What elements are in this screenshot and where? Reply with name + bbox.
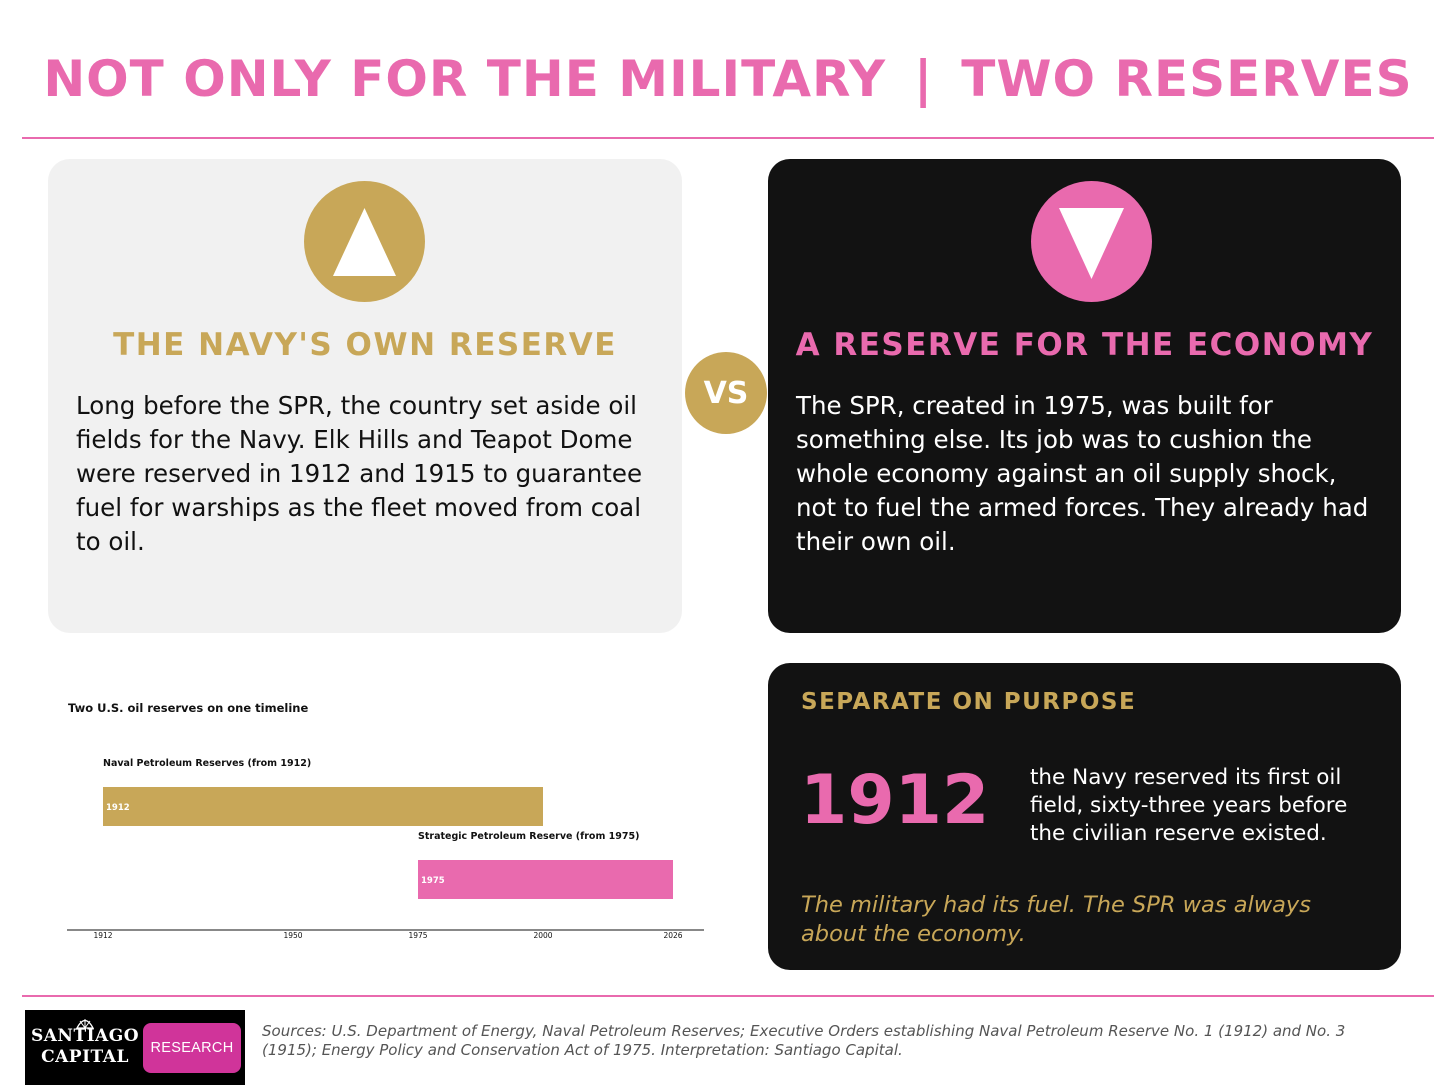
stat-number: 1912 bbox=[800, 761, 990, 840]
logo-line1: SANTIAGO bbox=[30, 1026, 140, 1046]
series-label: Strategic Petroleum Reserve (from 1975) bbox=[418, 831, 639, 842]
logo-research-badge: RESEARCH bbox=[143, 1023, 241, 1073]
stat-card: SEPARATE ON PURPOSE 1912 the Navy reserv… bbox=[768, 663, 1401, 970]
economy-reserve-title: A RESERVE FOR THE ECONOMY bbox=[795, 327, 1374, 363]
santiago-capital-logo: SANTIAGO CAPITAL RESEARCH bbox=[25, 1010, 245, 1085]
navy-reserve-body: Long before the SPR, the country set asi… bbox=[76, 391, 643, 556]
chart-title: Two U.S. oil reserves on one timeline bbox=[68, 701, 308, 715]
timeline-chart-svg: Two U.S. oil reserves on one timeline Na… bbox=[67, 701, 704, 940]
x-tick-label: 1912 bbox=[93, 931, 112, 940]
x-tick-label: 2000 bbox=[533, 931, 552, 940]
footer-divider bbox=[22, 995, 1434, 997]
triangle-down-icon bbox=[1031, 181, 1152, 302]
page-title: NOT ONLY FOR THE MILITARY | TWO RESERVES bbox=[0, 50, 1456, 108]
economy-reserve-body: The SPR, created in 1975, was built for … bbox=[796, 391, 1369, 556]
header-divider bbox=[22, 137, 1434, 139]
triangle-up-icon bbox=[304, 181, 425, 302]
bar-data-label: 1912 bbox=[106, 803, 130, 813]
shell-icon bbox=[75, 1019, 95, 1029]
title-left: NOT ONLY FOR THE MILITARY bbox=[43, 50, 887, 108]
series-label: Naval Petroleum Reserves (from 1912) bbox=[103, 758, 311, 769]
title-right: TWO RESERVES bbox=[961, 50, 1413, 108]
x-tick-label: 1950 bbox=[283, 931, 302, 940]
stat-description: the Navy reserved its first oil field, s… bbox=[1030, 765, 1348, 846]
stat-quote: The military had its fuel. The SPR was a… bbox=[801, 892, 1311, 947]
logo-line2: CAPITAL bbox=[41, 1047, 129, 1067]
sources-note: Sources: U.S. Department of Energy, Nava… bbox=[262, 1022, 1346, 1059]
timeline-bar bbox=[103, 787, 543, 826]
navy-reserve-card: THE NAVY'S OWN RESERVE Long before the S… bbox=[48, 159, 682, 633]
timeline-bar bbox=[418, 860, 673, 899]
x-tick-label: 2026 bbox=[663, 931, 682, 940]
logo-wordmark: SANTIAGO CAPITAL bbox=[30, 1026, 140, 1068]
navy-reserve-title: THE NAVY'S OWN RESERVE bbox=[113, 327, 617, 363]
bar-data-label: 1975 bbox=[421, 876, 445, 886]
vs-badge: VS bbox=[685, 352, 767, 434]
economy-reserve-card: A RESERVE FOR THE ECONOMY The SPR, creat… bbox=[768, 159, 1401, 633]
timeline-chart: Two U.S. oil reserves on one timeline Na… bbox=[48, 680, 738, 950]
x-tick-label: 1975 bbox=[408, 931, 427, 940]
stat-heading: SEPARATE ON PURPOSE bbox=[801, 689, 1137, 715]
title-separator: | bbox=[914, 50, 934, 108]
